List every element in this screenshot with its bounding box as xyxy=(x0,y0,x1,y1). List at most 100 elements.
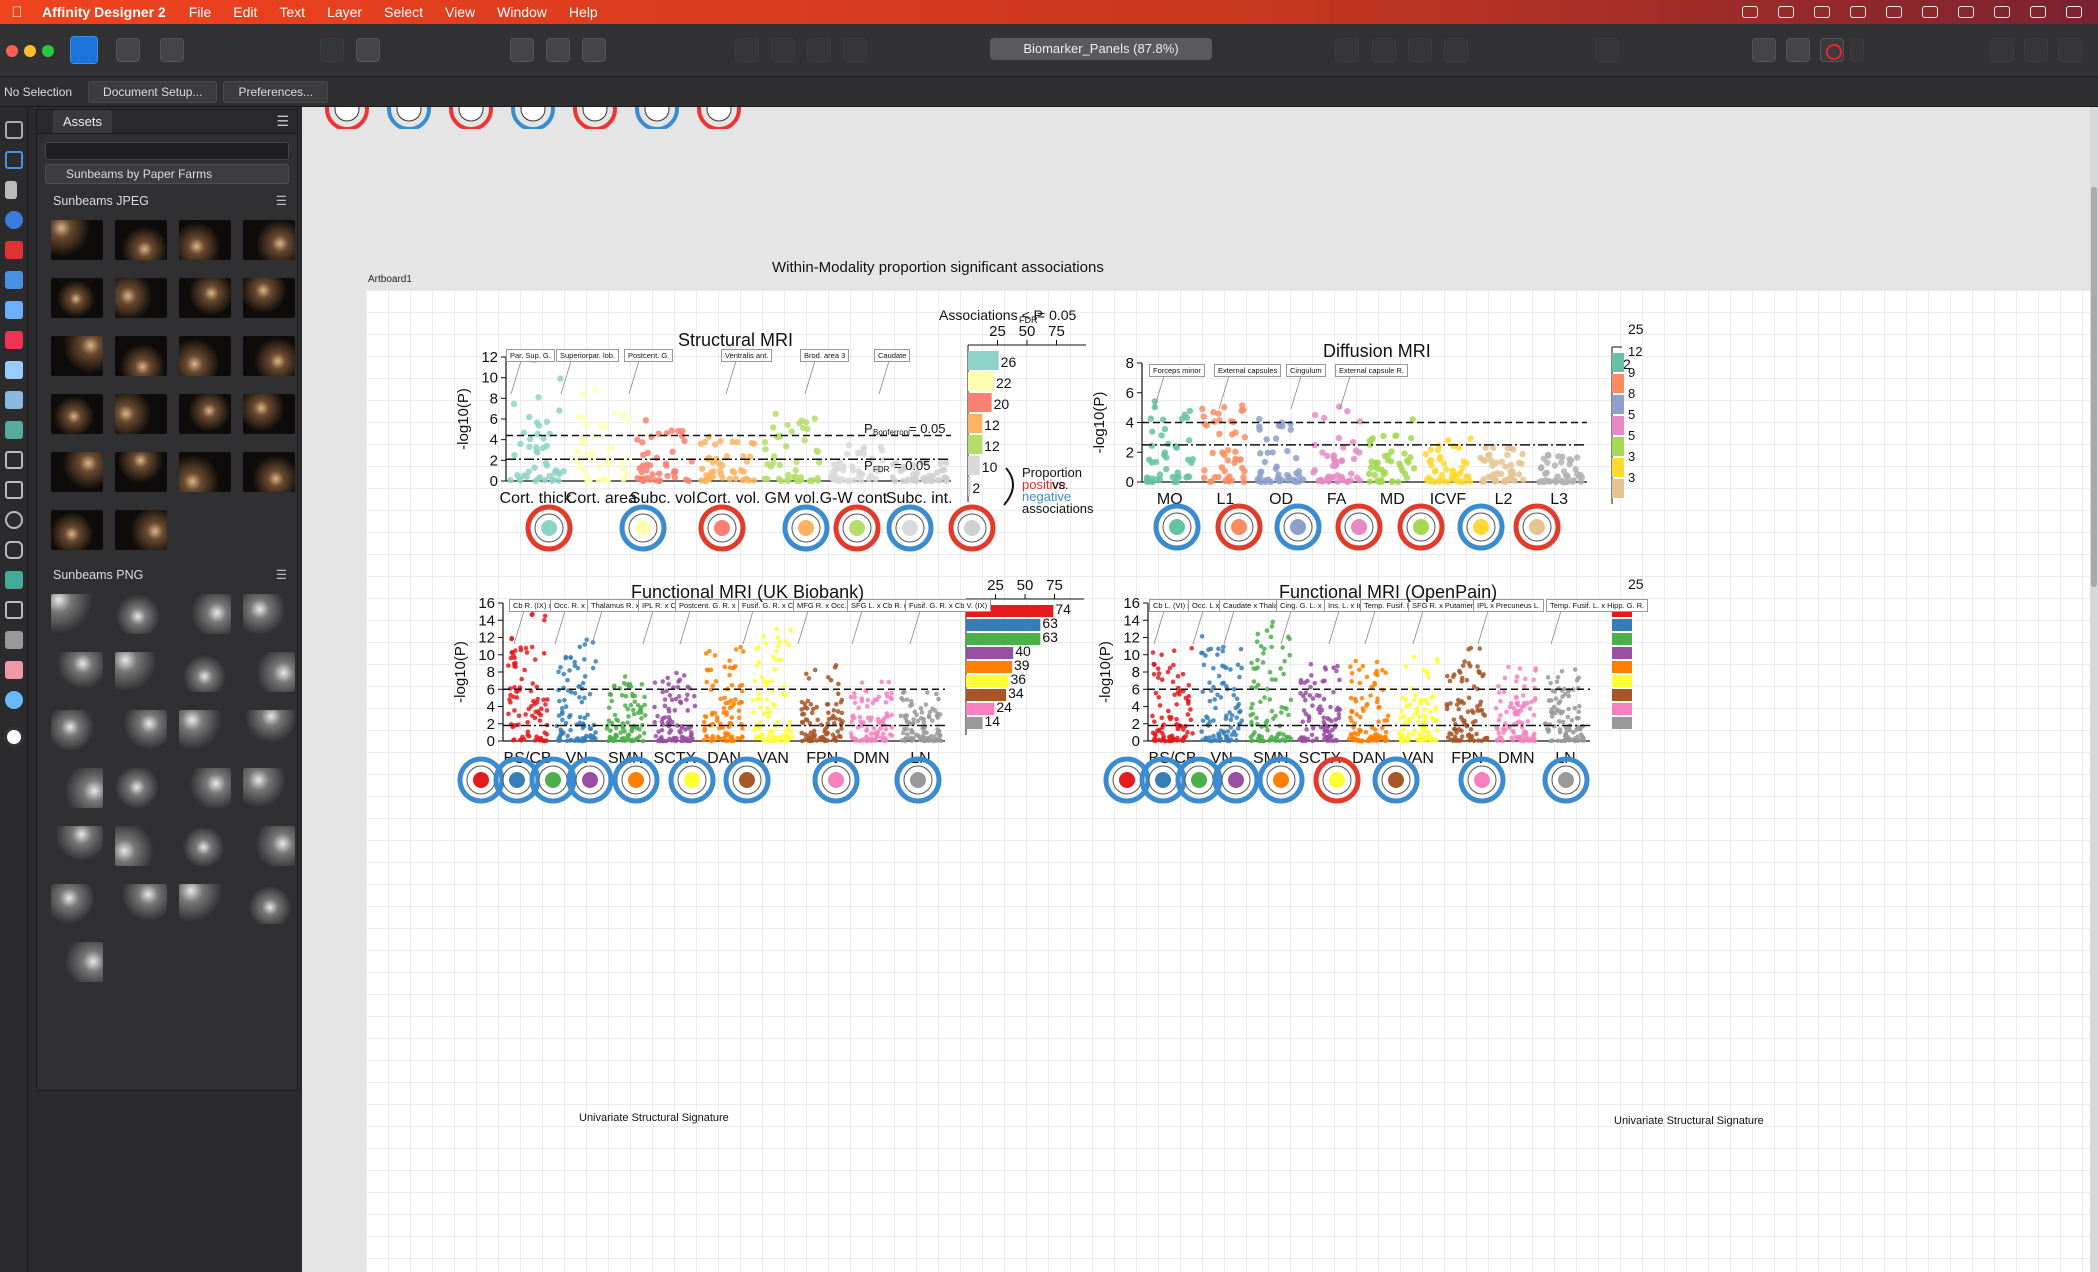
asset-thumbnail[interactable] xyxy=(115,884,167,924)
asset-thumbnail[interactable] xyxy=(51,452,103,492)
artistic-text-icon[interactable] xyxy=(5,571,23,589)
arrange-forward-icon[interactable] xyxy=(807,38,831,62)
measure-tool-icon[interactable] xyxy=(5,661,23,679)
section-menu-icon[interactable]: ☰ xyxy=(275,194,287,208)
menu-window[interactable]: Window xyxy=(497,4,547,20)
control-center-icon[interactable] xyxy=(2066,6,2082,18)
asset-thumbnail[interactable] xyxy=(179,278,231,318)
pen-tool-icon[interactable] xyxy=(5,241,23,259)
flip-horizontal-icon[interactable] xyxy=(1335,38,1359,62)
asset-thumbnail[interactable] xyxy=(115,594,167,634)
arrange-front-icon[interactable] xyxy=(843,38,867,62)
zoom-window-button[interactable] xyxy=(42,45,54,57)
designer-persona-icon[interactable] xyxy=(70,36,98,64)
pencil-tool-icon[interactable] xyxy=(5,271,23,289)
asset-thumbnail[interactable] xyxy=(243,710,295,750)
wifi-icon[interactable] xyxy=(1994,6,2010,18)
boolean-intersect-icon[interactable] xyxy=(2058,38,2082,62)
canvas[interactable]: Within-Modality proportion significant a… xyxy=(302,107,2092,1272)
layers-icon[interactable] xyxy=(1814,6,1830,18)
asset-thumbnail[interactable] xyxy=(115,220,167,260)
menu-layer[interactable]: Layer xyxy=(327,4,363,20)
corner-tool-icon[interactable] xyxy=(5,211,23,229)
asset-thumbnail[interactable] xyxy=(243,278,295,318)
asset-thumbnail[interactable] xyxy=(51,594,103,634)
asset-thumbnail[interactable] xyxy=(243,826,295,866)
menu-help[interactable]: Help xyxy=(568,4,598,20)
asset-thumbnail[interactable] xyxy=(179,394,231,434)
magnet-icon[interactable] xyxy=(1820,38,1844,62)
menu-file[interactable]: File xyxy=(188,4,212,20)
section-menu-icon[interactable]: ☰ xyxy=(275,568,287,582)
ellipse-tool-icon[interactable] xyxy=(5,511,23,529)
asset-thumbnail[interactable] xyxy=(243,452,295,492)
export-persona-icon[interactable] xyxy=(160,38,184,62)
asset-thumbnail[interactable] xyxy=(51,768,103,808)
chevron-down-icon[interactable] xyxy=(1850,38,1864,62)
asset-thumbnail[interactable] xyxy=(51,884,103,924)
asset-thumbnail[interactable] xyxy=(115,278,167,318)
snapping-toggle-icon[interactable] xyxy=(1786,38,1810,62)
node-tool-icon[interactable] xyxy=(5,181,17,199)
shape-tool-icon[interactable] xyxy=(5,541,23,559)
asset-thumbnail[interactable] xyxy=(179,336,231,376)
asset-thumbnail[interactable] xyxy=(115,336,167,376)
asset-thumbnail[interactable] xyxy=(243,336,295,376)
asset-thumbnail[interactable] xyxy=(179,710,231,750)
asset-thumbnail[interactable] xyxy=(243,594,295,634)
artboard-tool-icon[interactable] xyxy=(5,151,23,169)
clock-icon[interactable] xyxy=(1886,6,1902,18)
menu-select[interactable]: Select xyxy=(384,4,424,20)
transparency-tool-icon[interactable] xyxy=(5,391,23,409)
asset-thumbnail[interactable] xyxy=(51,652,103,692)
brightness-icon[interactable] xyxy=(1778,6,1794,18)
bed-icon[interactable] xyxy=(1922,6,1938,18)
boolean-add-icon[interactable] xyxy=(1990,38,2014,62)
section-header[interactable]: Sunbeams JPEG ☰ xyxy=(37,184,297,214)
asset-thumbnail[interactable] xyxy=(243,768,295,808)
asset-thumbnail[interactable] xyxy=(115,652,167,692)
window-icon[interactable] xyxy=(2030,6,2046,18)
menu-view[interactable]: View xyxy=(445,4,476,20)
asset-thumbnail[interactable] xyxy=(243,394,295,434)
asset-thumbnail[interactable] xyxy=(51,826,103,866)
asset-thumbnail[interactable] xyxy=(51,336,103,376)
app-name-menu[interactable]: Affinity Designer 2 xyxy=(42,4,166,20)
asset-thumbnail[interactable] xyxy=(51,220,103,260)
rotate-left-icon[interactable] xyxy=(1408,38,1432,62)
boolean-subtract-icon[interactable] xyxy=(2024,38,2048,62)
display-icon[interactable] xyxy=(1850,6,1866,18)
asset-thumbnail[interactable] xyxy=(51,942,103,982)
asset-thumbnail[interactable] xyxy=(179,220,231,260)
zoom-tool-icon[interactable] xyxy=(5,691,23,709)
asset-thumbnail[interactable] xyxy=(115,394,167,434)
pixel-persona-icon[interactable] xyxy=(116,38,140,62)
canvas-scrollbar[interactable] xyxy=(2090,107,2098,1272)
asset-thumbnail[interactable] xyxy=(179,826,231,866)
section-header[interactable]: Sunbeams PNG ☰ xyxy=(37,558,297,588)
minimize-window-button[interactable] xyxy=(24,45,36,57)
flip-vertical-icon[interactable] xyxy=(1372,38,1396,62)
isolate-icon[interactable] xyxy=(582,38,606,62)
tab-assets[interactable]: Assets xyxy=(53,110,113,133)
menu-text[interactable]: Text xyxy=(279,4,306,20)
rotate-right-icon[interactable] xyxy=(1444,38,1468,62)
paint-brush-icon[interactable] xyxy=(5,331,23,349)
gear-icon[interactable] xyxy=(356,38,380,62)
frame-icon[interactable] xyxy=(546,38,570,62)
fill-color-swatch-icon[interactable] xyxy=(4,727,24,747)
asset-thumbnail[interactable] xyxy=(243,220,295,260)
assets-search-input[interactable] xyxy=(45,142,289,160)
place-image-icon[interactable] xyxy=(5,421,23,439)
asset-thumbnail[interactable] xyxy=(179,768,231,808)
asset-thumbnail[interactable] xyxy=(115,452,167,492)
asset-thumbnail[interactable] xyxy=(51,278,103,318)
asset-thumbnail[interactable] xyxy=(179,452,231,492)
snapping-grid-icon[interactable] xyxy=(1752,38,1776,62)
menu-edit[interactable]: Edit xyxy=(233,4,258,20)
align-icon[interactable] xyxy=(1595,38,1619,62)
asset-thumbnail[interactable] xyxy=(115,768,167,808)
asset-thumbnail[interactable] xyxy=(51,394,103,434)
vector-brush-icon[interactable] xyxy=(5,301,23,319)
asset-thumbnail[interactable] xyxy=(179,594,231,634)
